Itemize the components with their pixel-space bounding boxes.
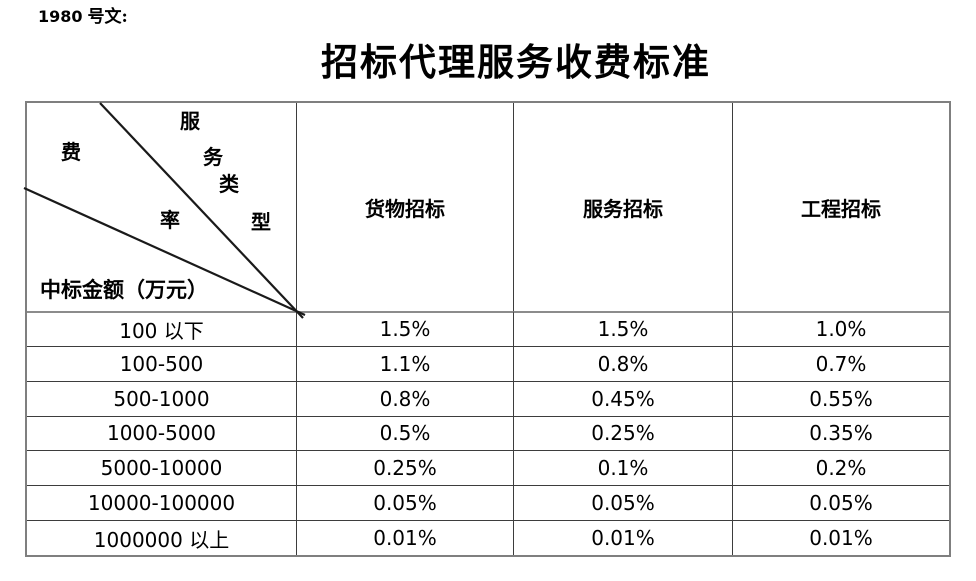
fee-value: 0.5% (296, 415, 513, 451)
fee-value: 0.01% (513, 520, 732, 555)
doc-number-suffix: 号文: (87, 7, 128, 27)
row-range: 10000-100000 (27, 485, 296, 520)
fee-value: 0.01% (732, 520, 949, 555)
corner-service-type-char: 类 (219, 172, 239, 196)
row-range: 1000-5000 (27, 415, 296, 451)
page-title: 招标代理服务收费标准 (321, 40, 711, 84)
fee-value: 0.2% (732, 450, 949, 486)
row-range: 100 以下 (27, 311, 296, 346)
corner-fee-rate-char: 率 (160, 208, 180, 232)
column-header-goods: 货物招标 (296, 103, 513, 311)
fee-value: 0.1% (513, 450, 732, 486)
fee-value: 1.5% (513, 311, 732, 346)
fee-value: 0.25% (513, 415, 732, 451)
fee-value: 0.8% (296, 380, 513, 416)
corner-amount-label: 中标金额（万元） (40, 277, 208, 302)
fee-value: 1.1% (296, 345, 513, 381)
fee-value: 0.05% (732, 485, 949, 521)
fee-value: 0.25% (296, 450, 513, 486)
corner-fee-rate-char: 费 (61, 140, 81, 164)
row-range: 500-1000 (27, 380, 296, 416)
diagonal-divider-lines (23, 102, 306, 319)
row-range: 1000000 以上 (27, 520, 296, 555)
fee-value: 0.7% (732, 345, 949, 381)
doc-number-line: 1980 号文: (38, 6, 128, 28)
table-corner-cell: 费 率 服 务 类 型 中标金额（万元） (23, 102, 306, 319)
fee-value: 0.35% (732, 415, 949, 451)
fee-value: 1.5% (296, 311, 513, 346)
fee-value: 0.55% (732, 380, 949, 416)
fee-value: 0.45% (513, 380, 732, 416)
doc-number: 1980 (38, 7, 83, 26)
fee-value: 1.0% (732, 311, 949, 346)
column-header-service: 服务招标 (513, 103, 732, 311)
fee-value: 0.8% (513, 345, 732, 381)
fee-value: 0.01% (296, 520, 513, 555)
fee-value: 0.05% (296, 485, 513, 521)
corner-service-type-char: 型 (251, 210, 271, 234)
column-header-engineering: 工程招标 (732, 103, 949, 311)
corner-service-type-char: 务 (203, 145, 223, 169)
corner-service-type-char: 服 (180, 109, 200, 133)
fee-table: 费 率 服 务 类 型 中标金额（万元） 货物招标 服务招标 工程招标 100 … (23, 101, 951, 557)
row-range: 5000-10000 (27, 450, 296, 485)
row-range: 100-500 (27, 345, 296, 381)
fee-value: 0.05% (513, 485, 732, 521)
